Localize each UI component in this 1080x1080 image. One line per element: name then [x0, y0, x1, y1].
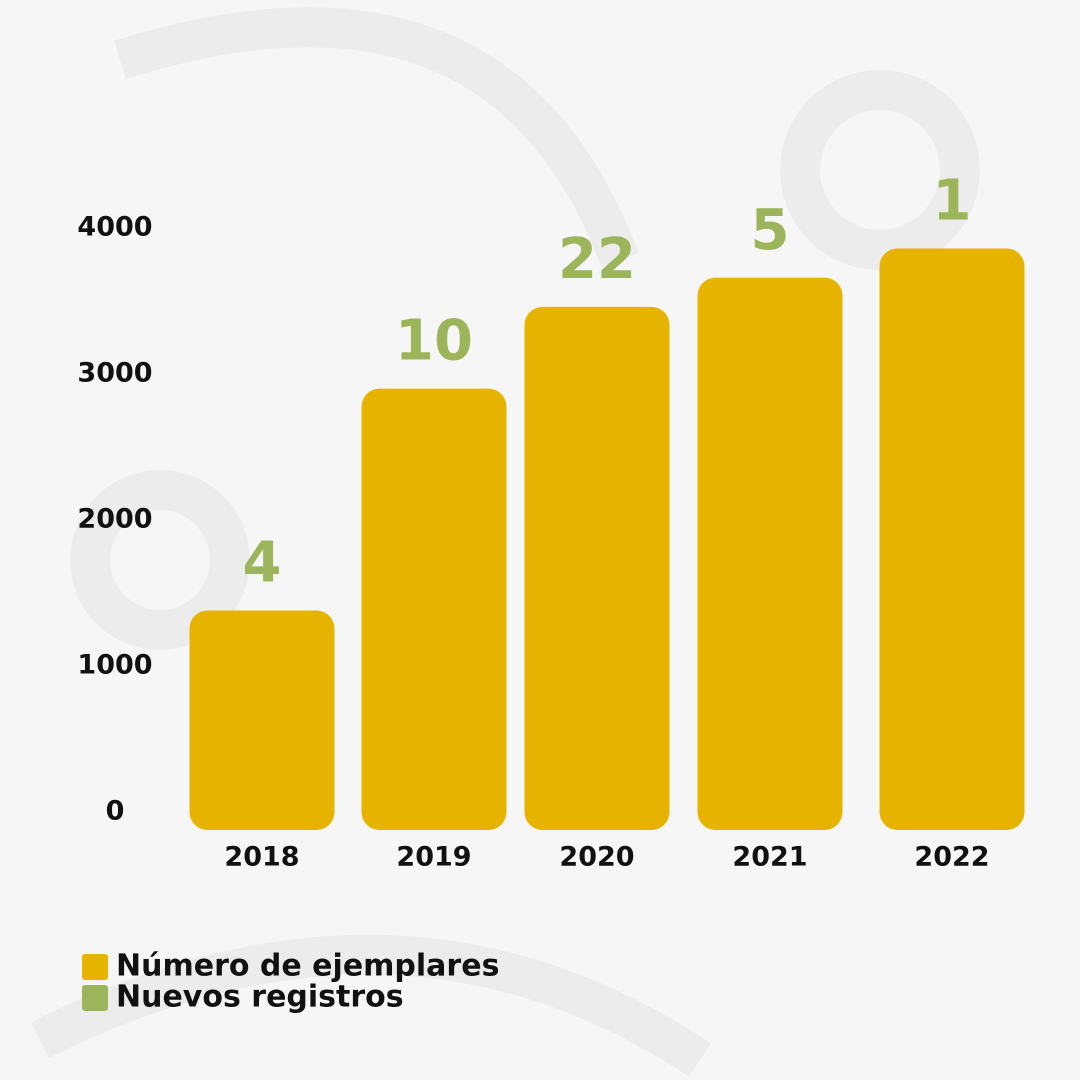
legend-label: Nuevos registros — [116, 980, 404, 1015]
background-decor — [31, 7, 980, 1077]
category-label: 2020 — [559, 842, 634, 873]
value-label: 5 — [751, 198, 790, 263]
value-label: 1 — [933, 169, 972, 234]
y-tick-label: 1000 — [77, 650, 152, 681]
bar — [189, 610, 335, 830]
y-tick-label: 0 — [106, 796, 125, 827]
category-label: 2021 — [732, 842, 807, 873]
y-tick-label: 2000 — [77, 504, 152, 535]
category-label: 2019 — [396, 842, 471, 873]
category-label: 2018 — [224, 842, 299, 873]
value-label: 22 — [558, 227, 636, 292]
bar — [361, 388, 507, 830]
bar — [697, 277, 843, 830]
bar — [524, 306, 670, 831]
value-label: 10 — [395, 309, 473, 374]
legend-label: Número de ejemplares — [116, 949, 499, 984]
legend-swatch — [82, 985, 108, 1011]
bar — [879, 248, 1025, 830]
value-label: 4 — [243, 531, 282, 596]
y-tick-label: 3000 — [77, 358, 152, 389]
y-tick-label: 4000 — [77, 212, 152, 243]
legend-swatch — [82, 954, 108, 980]
category-label: 2022 — [914, 842, 989, 873]
